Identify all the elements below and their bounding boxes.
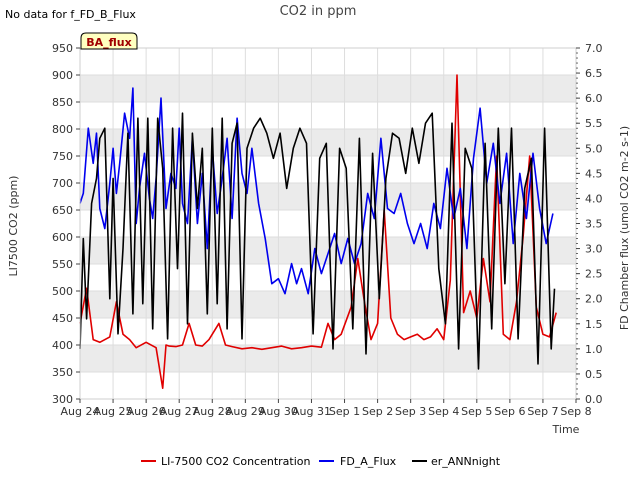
no-data-note: No data for f_FD_B_Flux [5,8,136,21]
y-tick-label: 950 [52,42,73,55]
x-tick-label: Aug 25 [94,405,133,418]
y-tick-label: 800 [52,123,73,136]
y-tick-label: 900 [52,69,73,82]
y-axis-label: LI7500 CO2 (ppm) [7,176,20,277]
y-tick-label: 400 [52,339,73,352]
badge-label: BA_flux [86,36,131,49]
x-tick-label: Aug 24 [61,405,100,418]
background-band [80,345,576,372]
legend-label-fd-a-flux: FD_A_Flux [340,455,397,468]
x-tick-label: Aug 29 [226,405,265,418]
x-tick-label: Sep 2 [362,405,393,418]
x-axis-label: Time [552,423,580,436]
background-band [80,75,576,102]
y-tick-label: 350 [52,366,73,379]
series-line-er-annnight [79,112,556,370]
x-tick-label: Sep 8 [560,405,591,418]
x-tick-label: Aug 26 [127,405,166,418]
series-line-fd-a-flux [79,87,554,295]
legend-label-co2: LI-7500 CO2 Concentration [161,455,311,468]
y2-tick-label: 5.5 [585,117,603,130]
y2-tick-label: 0.5 [585,368,603,381]
y-tick-label: 600 [52,231,73,244]
y2-tick-label: 2.5 [585,268,603,281]
y2-tick-label: 4.5 [585,167,603,180]
y2-tick-label: 1.0 [585,343,603,356]
y2-tick-label: 5.0 [585,142,603,155]
y2-tick-label: 1.5 [585,318,603,331]
ba-flux-badge: BA_flux [80,32,138,50]
y2-tick-label: 3.5 [585,218,603,231]
y-tick-label: 650 [52,204,73,217]
x-tick-label: Sep 4 [428,405,459,418]
y2-tick-label: 6.0 [585,92,603,105]
y-tick-label: 450 [52,312,73,325]
y2-tick-label: 3.0 [585,243,603,256]
y2-tick-label: 2.0 [585,293,603,306]
x-tick-label: Aug 31 [292,405,331,418]
y2-tick-label: 6.5 [585,67,603,80]
y2-tick-label: 0.0 [585,393,603,406]
y-tick-label: 750 [52,150,73,163]
x-tick-label: Sep 3 [395,405,426,418]
y2-tick-label: 7.0 [585,42,603,55]
x-tick-label: Sep 5 [461,405,492,418]
x-tick-label: Aug 28 [193,405,232,418]
y-tick-label: 500 [52,285,73,298]
y2-tick-label: 4.0 [585,192,603,205]
legend: LI-7500 CO2 Concentration FD_A_Flux er_A… [141,455,501,468]
y-tick-label: 550 [52,258,73,271]
legend-label-er-annnight: er_ANNnight [431,455,501,468]
x-tick-label: Sep 6 [494,405,525,418]
x-tick-label: Sep 7 [527,405,558,418]
series-lines [79,74,557,390]
series-line-li-7500-co2-concentration [79,74,557,390]
y2-axis-label: FD Chamber flux (umol CO2 m-2 s-1) [618,126,631,330]
chart-title: CO2 in ppm [280,4,357,19]
x-tick-label: Aug 27 [160,405,199,418]
y-tick-label: 300 [52,393,73,406]
y-tick-label: 700 [52,177,73,190]
x-tick-label: Sep 1 [329,405,360,418]
y-tick-label: 850 [52,96,73,109]
x-tick-label: Aug 30 [259,405,298,418]
background-band [80,129,576,156]
